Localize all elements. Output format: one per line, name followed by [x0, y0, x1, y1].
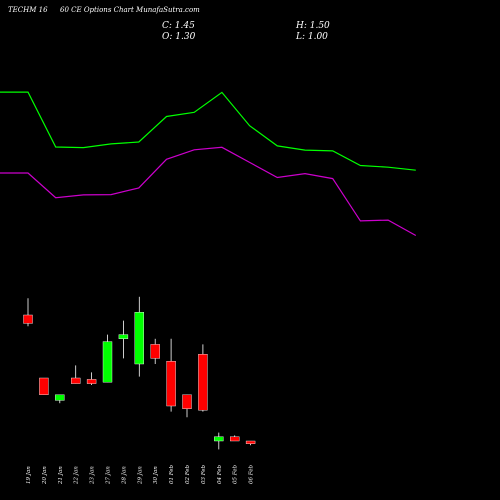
- candle-06-feb: [245, 440, 256, 446]
- candle-04-feb: [214, 432, 224, 450]
- candle-01-feb: [166, 338, 176, 412]
- x-tick-label: 01 Feb: [169, 464, 175, 484]
- upper-band-line: [0, 91, 416, 171]
- x-tick-label: 20 Jan: [42, 466, 48, 485]
- close-value: C: 1.45: [162, 21, 195, 31]
- candle-body: [150, 344, 160, 359]
- candle-body: [229, 436, 240, 442]
- x-axis-ticks: 19 Jan 20 Jan 21 Jan 22 Jan 23 Jan 27 Jan 28 J…: [26, 464, 255, 485]
- candle-28-jan: [118, 320, 129, 359]
- candle-body: [55, 394, 65, 401]
- candle-body: [39, 377, 49, 395]
- candle-body: [102, 341, 113, 383]
- chart-title: TECHM 16: [8, 6, 48, 14]
- low-value: L: 1.00: [295, 32, 328, 42]
- candle-body: [245, 440, 256, 444]
- band-lines: [0, 91, 417, 237]
- candle-body: [166, 361, 176, 407]
- candle-03-feb: [198, 344, 208, 412]
- candle-22-jan: [70, 365, 81, 384]
- candle-body: [70, 377, 81, 384]
- x-tick-label: 04 Feb: [217, 464, 223, 484]
- x-tick-label: 03 Feb: [201, 464, 207, 484]
- candle-20-jan: [39, 377, 49, 395]
- candle-body: [214, 436, 224, 442]
- candle-19-jan: [23, 298, 33, 327]
- x-tick-label: 27 Jan: [106, 466, 112, 485]
- candle-21-jan: [55, 394, 65, 404]
- high-value: H: 1.50: [295, 21, 330, 31]
- x-tick-label: 23 Jan: [90, 466, 96, 485]
- x-tick-label: 28 Jan: [121, 466, 127, 485]
- candle-body: [182, 394, 192, 409]
- x-tick-label: 22 Jan: [74, 466, 80, 485]
- candle-body: [23, 314, 33, 324]
- candle-body: [198, 354, 208, 411]
- candle-02-feb: [182, 394, 192, 418]
- candle-05-feb: [229, 435, 240, 442]
- candle-body: [118, 334, 129, 340]
- x-tick-label: 02 Feb: [185, 464, 191, 484]
- x-tick-label: 19 Jan: [26, 466, 32, 484]
- candle-27-jan: [102, 334, 113, 383]
- x-tick-label: 21 Jan: [58, 466, 64, 485]
- x-tick-label: 30 Jan: [153, 466, 159, 484]
- x-tick-label: 29 Jan: [137, 466, 143, 485]
- lower-band-line: [0, 146, 417, 237]
- candle-23-jan: [86, 372, 97, 385]
- x-tick-label: 05 Feb: [233, 464, 239, 484]
- candle-body: [86, 379, 97, 384]
- x-tick-label: 06 Feb: [249, 464, 255, 484]
- candle-30-jan: [150, 338, 160, 364]
- candlesticks: [23, 296, 256, 450]
- open-value: O: 1.30: [162, 32, 196, 42]
- candle-body: [134, 312, 145, 365]
- chart-subtitle: 60 CE Options Chart MunafaSutra.com: [60, 6, 200, 14]
- candle-29-jan: [134, 296, 145, 377]
